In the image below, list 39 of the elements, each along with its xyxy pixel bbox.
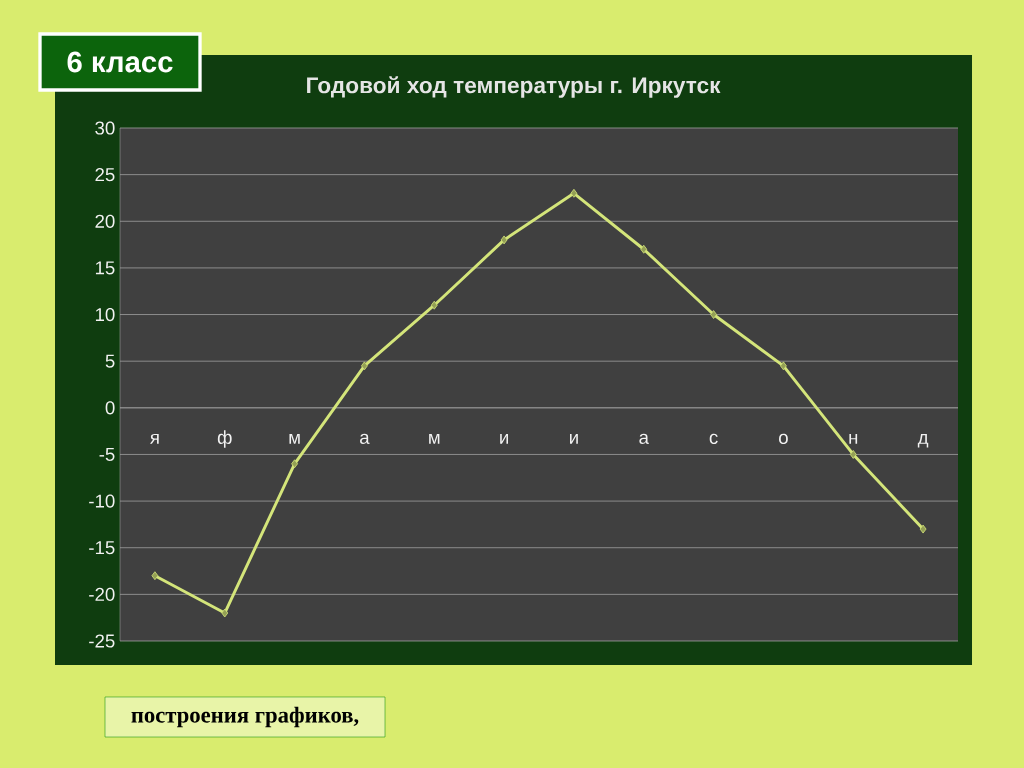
y-tick-label: 30 — [95, 121, 115, 135]
x-tick-label: м — [429, 433, 440, 444]
point — [221, 608, 229, 618]
x-tick-label: ф — [217, 430, 232, 448]
chart-title: Годовой ход температуры г. Иркутск — [307, 76, 721, 98]
y-tick-label: 10 — [95, 307, 115, 322]
x-tick-label: м — [289, 433, 300, 444]
y-tick-label: 0 — [105, 401, 115, 415]
y-tick-label: 15 — [95, 261, 115, 275]
x-tick-label: о — [779, 433, 788, 445]
y-tick-label: -25 — [89, 634, 115, 648]
point — [430, 300, 438, 310]
y-tick-label: -15 — [89, 541, 115, 555]
x-tick-label: с — [709, 433, 718, 445]
point — [640, 244, 648, 254]
y-tick-label: 25 — [95, 168, 115, 182]
x-tick-label: и — [570, 433, 578, 444]
y-tick-label: -20 — [89, 587, 115, 601]
x-tick-label: а — [360, 433, 370, 445]
point — [500, 235, 508, 245]
point — [710, 310, 717, 319]
x-tick-label: и — [500, 433, 509, 444]
y-tick-label: -5 — [99, 447, 115, 461]
point — [849, 450, 857, 459]
x-tick-label: д — [917, 433, 929, 448]
point — [361, 361, 368, 371]
text: построения графиков, — [131, 706, 359, 728]
point — [291, 459, 298, 469]
y-tick-label: 20 — [95, 214, 115, 228]
y-tick-label: 5 — [105, 354, 115, 368]
y-tick-label: -10 — [89, 494, 115, 508]
point — [780, 361, 787, 371]
x-tick-label: а — [639, 433, 649, 445]
point — [919, 524, 927, 534]
point — [570, 188, 578, 198]
x-tick-label: я — [150, 433, 159, 444]
point — [151, 571, 159, 581]
x-tick-label: н — [849, 433, 858, 444]
text: 6 класс — [67, 51, 173, 73]
